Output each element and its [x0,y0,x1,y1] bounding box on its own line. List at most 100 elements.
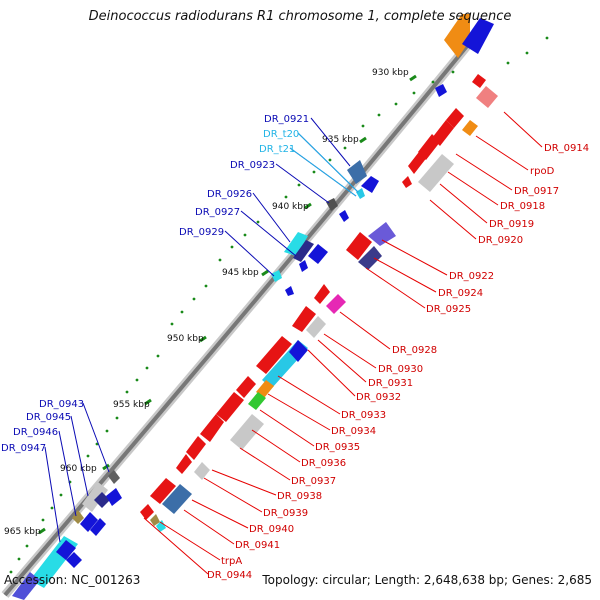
gene-feature[interactable] [90,518,106,536]
scale-labels: 930 kbp 935 kbp 940 kbp 945 kbp 950 kbp … [4,68,409,537]
gene-label-dr0922[interactable]: DR_0922 [449,271,494,282]
tick-label-945: 945 kbp [222,268,259,278]
gene-feature[interactable] [418,154,454,192]
gene-feature[interactable] [80,512,98,532]
gene-feature[interactable] [248,392,266,410]
tick-label-960: 960 kbp [60,464,97,474]
gene-feature[interactable] [150,478,176,504]
accession-label: Accession: NC_001263 [4,573,141,587]
gene-feature[interactable] [462,120,478,136]
gene-feature[interactable] [176,454,192,474]
gene-label-dr0920[interactable]: DR_0920 [478,235,523,246]
gene-label-rpod[interactable]: rpoD [530,166,555,177]
tick-label-950: 950 kbp [167,334,204,344]
gene-feature[interactable] [230,414,264,450]
gene-label-dr0936[interactable]: DR_0936 [301,458,346,469]
gene-feature[interactable] [194,462,210,480]
gene-feature[interactable] [361,176,379,193]
gene-label-dr0928[interactable]: DR_0928 [392,345,437,356]
gene-feature[interactable] [358,246,382,270]
gene-label-dr0924[interactable]: DR_0924 [438,288,483,299]
gene-label-dr0939[interactable]: DR_0939 [263,508,308,519]
gene-feature[interactable] [326,198,338,211]
gene-label-dr0917[interactable]: DR_0917 [514,186,559,197]
gene-label-dr0919[interactable]: DR_0919 [489,219,534,230]
gene-feature[interactable] [82,482,108,512]
gene-feature[interactable] [156,520,166,532]
gene-feature[interactable] [284,232,308,256]
gene-label-trpa[interactable]: trpA [221,556,242,567]
gene-label-dr0938[interactable]: DR_0938 [277,491,322,502]
gene-label-dr0926[interactable]: DR_0926 [207,189,252,200]
gene-feature[interactable] [256,380,274,398]
gene-label-dr0945[interactable]: DR_0945 [26,412,71,423]
gene-label-dr0946[interactable]: DR_0946 [13,427,58,438]
gene-feature[interactable] [339,210,349,222]
gene-feature[interactable] [106,488,122,506]
reverse-genes [140,74,498,532]
gene-label-dr0940[interactable]: DR_0940 [249,524,294,535]
gene-feature[interactable] [140,504,154,520]
trna-leader-lines [289,132,359,197]
gene-feature[interactable] [271,270,282,282]
gene-feature[interactable] [346,232,372,260]
gene-feature[interactable] [236,376,256,398]
gene-label-drt21[interactable]: DR_t21 [259,144,295,155]
gene-feature[interactable] [326,294,346,314]
gene-feature[interactable] [256,336,292,374]
gene-label-dr0947[interactable]: DR_0947 [1,443,46,454]
gene-feature[interactable] [314,284,330,304]
gene-label-dr0932[interactable]: DR_0932 [356,392,401,403]
gene-feature[interactable] [162,484,192,514]
gene-feature[interactable] [402,176,412,188]
gene-feature[interactable] [216,392,244,422]
gene-label-dr0923[interactable]: DR_0923 [230,160,275,171]
gene-label-dr0931[interactable]: DR_0931 [368,378,413,389]
gene-feature[interactable] [356,188,365,199]
gene-feature[interactable] [289,340,308,362]
gene-feature[interactable] [299,260,308,272]
gene-feature[interactable] [408,148,428,174]
tick-label-940: 940 kbp [272,202,309,212]
gene-label-dr0937[interactable]: DR_0937 [291,476,336,487]
gene-feature[interactable] [435,84,447,97]
gene-feature[interactable] [292,306,316,332]
gene-feature[interactable] [462,18,494,54]
gene-label-dr0934[interactable]: DR_0934 [331,426,376,437]
gene-label-dr0933[interactable]: DR_0933 [341,410,386,421]
gene-feature[interactable] [308,244,328,264]
gene-feature[interactable] [368,222,396,246]
gene-label-dr0925[interactable]: DR_0925 [426,304,471,315]
gene-label-dr0921[interactable]: DR_0921 [264,114,309,125]
gene-feature[interactable] [150,514,160,526]
tick-label-930: 930 kbp [372,68,409,78]
gene-feature[interactable] [285,286,294,296]
gene-feature[interactable] [293,240,314,262]
gene-label-dr0914[interactable]: DR_0914 [544,143,589,154]
gene-label-dr0930[interactable]: DR_0930 [378,364,423,375]
gene-label-dr0929[interactable]: DR_0929 [179,227,224,238]
gene-feature[interactable] [306,316,326,338]
gene-label-dr0944[interactable]: DR_0944 [207,570,252,581]
gene-feature[interactable] [200,414,224,442]
gene-feature[interactable] [347,160,367,184]
gene-feature[interactable] [476,86,498,108]
gene-label-dr0918[interactable]: DR_0918 [500,201,545,212]
gene-label-dr0935[interactable]: DR_0935 [315,442,360,453]
forward-labels: DR_0921 DR_t20 DR_t21 DR_0923 DR_0926 DR… [1,114,309,454]
gene-feature[interactable] [446,108,464,128]
gene-label-dr0943[interactable]: DR_0943 [39,399,84,410]
gene-label-drt20[interactable]: DR_t20 [263,129,299,140]
gene-label-dr0941[interactable]: DR_0941 [235,540,280,551]
gene-feature[interactable] [472,74,486,88]
scale-track [9,36,549,574]
gene-feature[interactable] [72,510,84,524]
gene-label-dr0927[interactable]: DR_0927 [195,207,240,218]
scale-ticks [38,74,417,535]
gene-feature[interactable] [444,14,470,58]
gene-feature[interactable] [56,540,76,560]
gene-feature[interactable] [186,436,206,460]
gene-feature[interactable] [66,552,82,568]
gene-feature[interactable] [12,572,40,600]
gene-feature[interactable] [108,470,120,484]
